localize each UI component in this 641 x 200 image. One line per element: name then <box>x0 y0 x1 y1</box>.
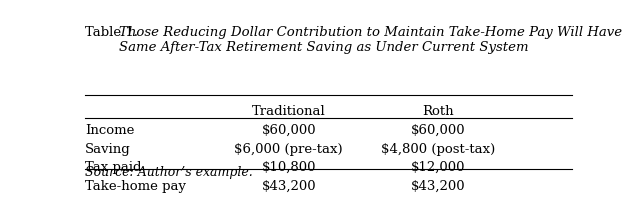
Text: Those Reducing Dollar Contribution to Maintain Take-Home Pay Will Have Same Afte: Those Reducing Dollar Contribution to Ma… <box>119 26 622 54</box>
Text: $6,000 (pre-tax): $6,000 (pre-tax) <box>235 142 343 155</box>
Text: Income: Income <box>85 123 135 136</box>
Text: Traditional: Traditional <box>252 104 326 117</box>
Text: $12,000: $12,000 <box>410 160 465 173</box>
Text: Tax paid: Tax paid <box>85 160 142 173</box>
Text: $4,800 (post-tax): $4,800 (post-tax) <box>381 142 495 155</box>
Text: $43,200: $43,200 <box>410 179 465 192</box>
Text: Saving: Saving <box>85 142 131 155</box>
Text: Take-home pay: Take-home pay <box>85 179 186 192</box>
Text: $43,200: $43,200 <box>262 179 316 192</box>
Text: Table 1.: Table 1. <box>85 26 142 39</box>
Text: Roth: Roth <box>422 104 454 117</box>
Text: Source: Author’s example.: Source: Author’s example. <box>85 165 253 178</box>
Text: $10,800: $10,800 <box>262 160 316 173</box>
Text: $60,000: $60,000 <box>262 123 316 136</box>
Text: $60,000: $60,000 <box>410 123 465 136</box>
